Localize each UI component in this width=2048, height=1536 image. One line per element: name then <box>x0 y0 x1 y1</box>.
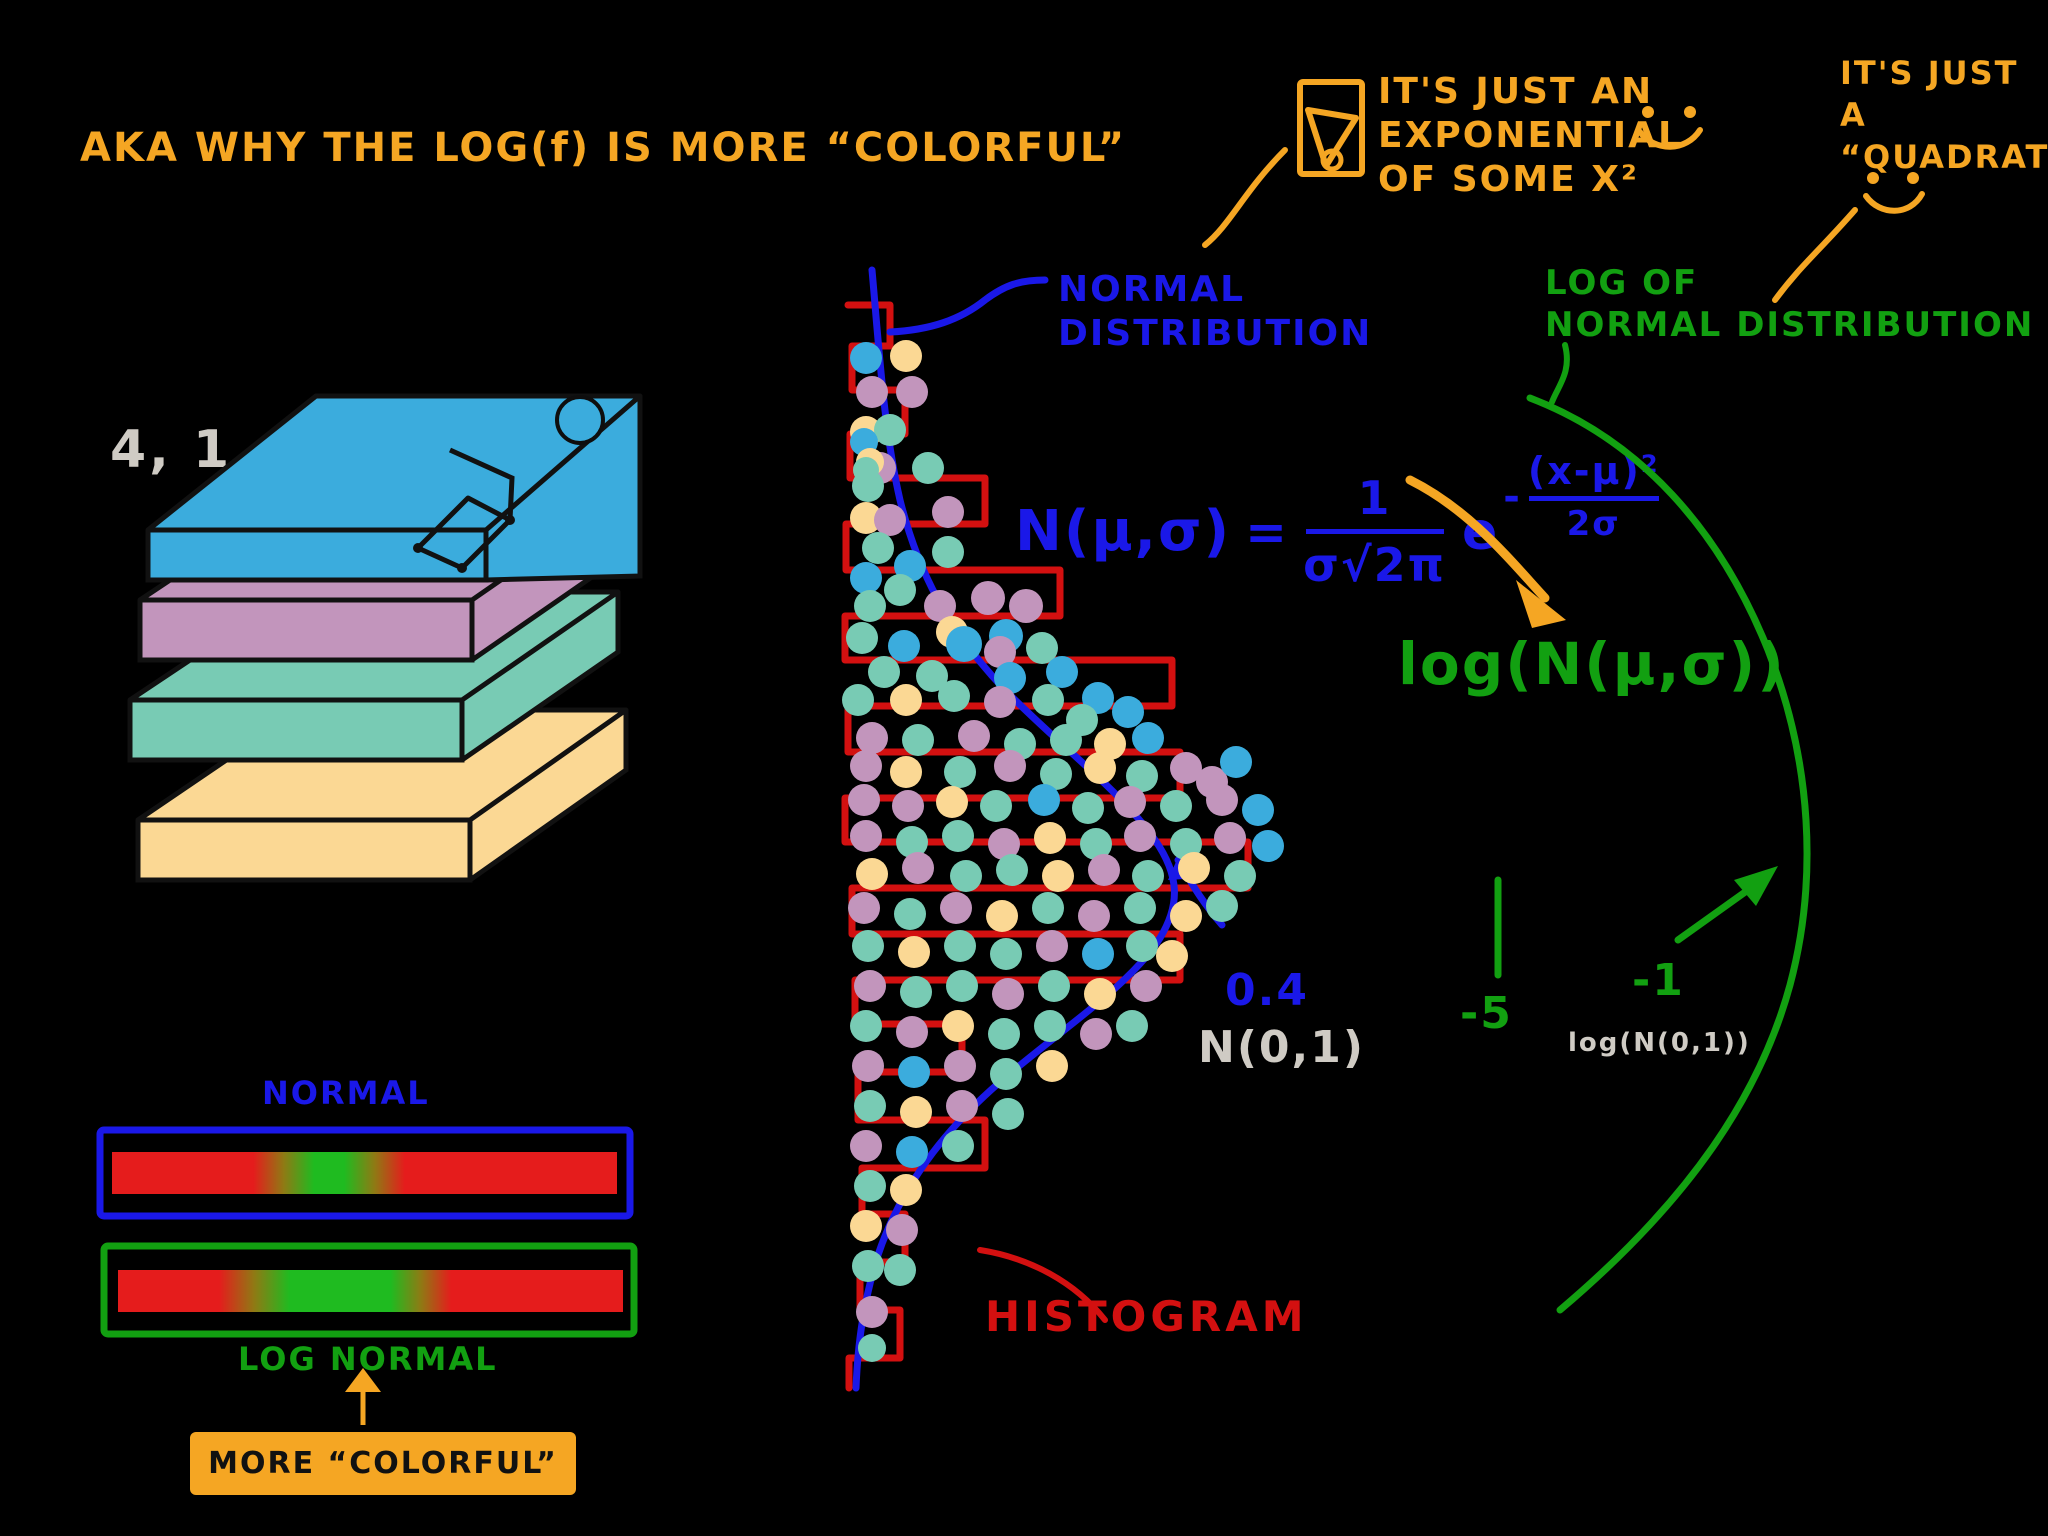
normal-distribution-label: NORMAL DISTRIBUTION <box>1058 268 1372 356</box>
formula-numerator: 1 <box>1357 471 1392 525</box>
log-label-line2: NORMAL DISTRIBUTION <box>1545 305 2035 345</box>
formula-e: e <box>1461 501 1500 562</box>
formula-denominator: σ√2π <box>1303 538 1446 592</box>
normal-label-line1: NORMAL <box>1058 269 1246 310</box>
stack-layer-teal <box>127 589 621 763</box>
colormap-strip-log-normal <box>118 1270 623 1312</box>
callout-quadratic-line1: IT'S JUST <box>1840 54 2019 92</box>
callout-exponential-line1: IT'S JUST AN <box>1378 71 1654 112</box>
log-normal-label: LOG OF NORMAL DISTRIBUTION <box>1545 262 2034 346</box>
note-more-colorful: MORE “COLORFUL” <box>190 1432 576 1495</box>
fraction-bar <box>1305 529 1444 534</box>
formula-equals: = <box>1245 502 1290 561</box>
pixel-dot-marker <box>559 399 601 441</box>
stack-layer-purple <box>137 489 631 663</box>
callout-exponential: IT'S JUST AN EXPONENTIAL OF SOME X² <box>1378 70 1683 202</box>
stack-layer-yellow <box>135 707 629 883</box>
callout-exponential-line2: EXPONENTIAL <box>1378 115 1683 156</box>
formula-exp-numerator: (x-μ) <box>1527 449 1641 493</box>
page-title: AKA WHY THE LOG(f) IS MORE “COLORFUL” <box>80 125 1127 171</box>
formula-exp-denominator: 2σ <box>1566 504 1621 544</box>
log-expression: log(N(μ,σ)) <box>1398 630 1786 698</box>
tick-label-minus1: -1 <box>1632 955 1685 1006</box>
formula-exp-minus: - <box>1503 473 1522 520</box>
callout-quadratic-line2: A “QUADRATIC” <box>1840 96 2048 176</box>
tensor-shape-label: 4, 1, 28, 28 <box>110 420 477 480</box>
formula-exp-power: 2 <box>1640 450 1660 478</box>
formula-lhs: N(μ,σ) <box>1015 499 1232 564</box>
normal-formula: N(μ,σ) = 1 σ√2π e - (x-μ) 2 2σ <box>1015 452 1660 611</box>
callout-exponential-line3: OF SOME X² <box>1378 159 1639 200</box>
colormap-normal-label: NORMAL <box>262 1074 430 1112</box>
log-axis-caption: log(N(0,1)) <box>1568 1028 1751 1058</box>
colormap-strip-normal <box>112 1152 617 1194</box>
callout-quadratic: IT'S JUST A “QUADRATIC” <box>1840 52 2048 178</box>
normal-label-line2: DISTRIBUTION <box>1058 313 1373 354</box>
log-label-line1: LOG OF <box>1545 263 1699 303</box>
exp-fraction-bar <box>1528 496 1659 501</box>
colormap-log-normal-label: LOG NORMAL <box>238 1340 498 1378</box>
tick-label-minus5: -5 <box>1460 988 1513 1039</box>
peak-value-label: 0.4 <box>1225 965 1309 1016</box>
histogram-label: HISTOGRAM <box>985 1292 1308 1341</box>
distribution-label: N(0,1) <box>1198 1022 1365 1073</box>
